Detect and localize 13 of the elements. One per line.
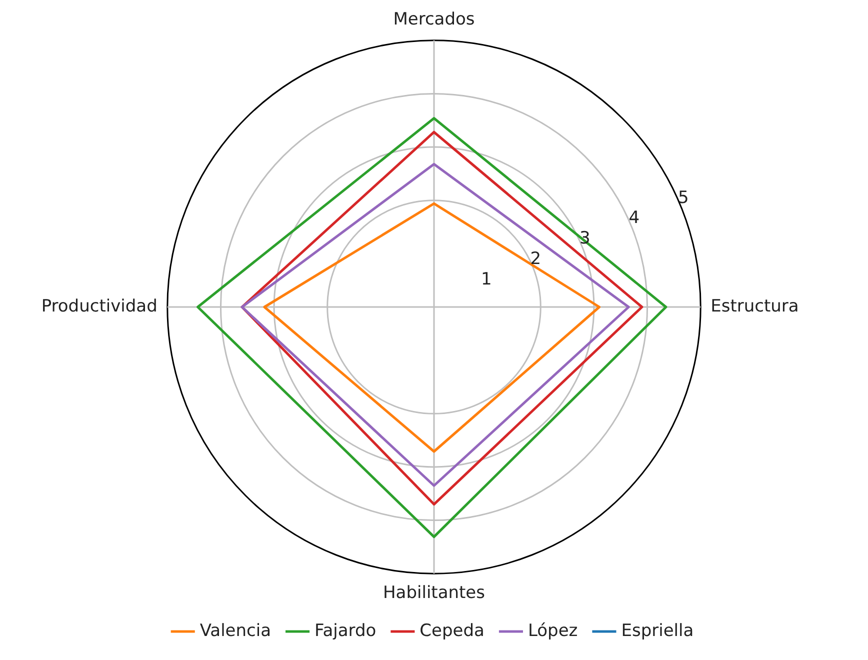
y-tick-label: 5 — [678, 188, 689, 208]
y-tick-label: 4 — [628, 208, 640, 228]
legend-label: López — [528, 620, 578, 641]
legend-label: Fajardo — [314, 620, 376, 641]
y-tick-label: 2 — [530, 249, 542, 270]
spoke-label: Productividad — [41, 296, 158, 316]
spoke-label: Mercados — [393, 10, 475, 30]
legend-label: Valencia — [200, 620, 272, 641]
y-tick-label: 1 — [480, 269, 492, 290]
spoke-label: Estructura — [710, 296, 799, 316]
legend-label: Espriella — [621, 620, 694, 641]
legend-label: Cepeda — [420, 620, 484, 641]
spoke-label: Habilitantes — [383, 583, 486, 604]
